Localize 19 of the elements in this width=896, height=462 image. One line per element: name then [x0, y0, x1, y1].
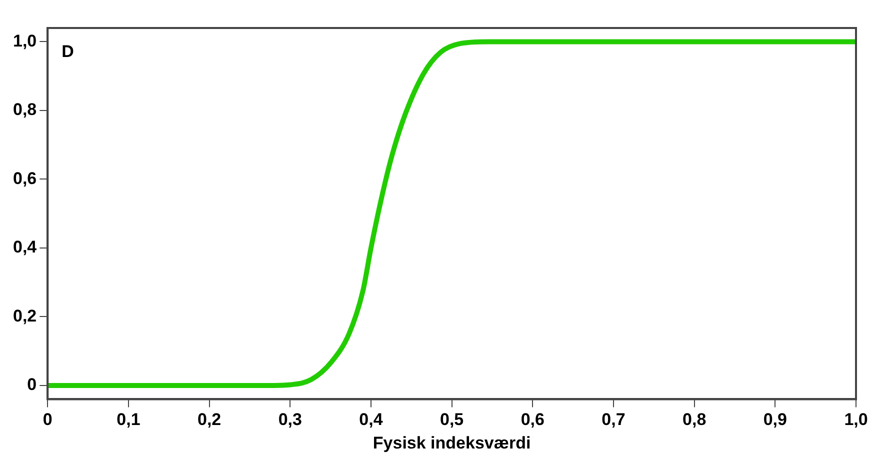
y-tick-label: 0,4 — [12, 238, 38, 257]
y-tick-label: 1,0 — [12, 31, 37, 50]
x-tick-label: 0,1 — [116, 410, 140, 430]
x-axis-title: Fysisk indeksværdi — [372, 433, 531, 452]
y-tick-label: 0,2 — [12, 306, 37, 326]
x-tick-label: 0,5 — [440, 410, 464, 430]
y-tick-label: 0,6 — [12, 168, 37, 188]
x-tick-label: 0,3 — [278, 410, 302, 430]
x-tick-label: 1,0 — [844, 410, 868, 430]
x-tick-label: 0 — [42, 410, 52, 430]
x-tick-label: 0,2 — [197, 410, 222, 430]
x-tick-label: 0,9 — [763, 410, 787, 430]
x-tick-label: 0,6 — [520, 410, 544, 430]
x-tick-label: 0,8 — [682, 410, 706, 430]
y-tick-label: 0,8 — [12, 100, 37, 120]
annotation: D — [62, 42, 74, 62]
x-tick-label: 0,4 — [359, 410, 384, 430]
y-tick-label: 0 — [27, 375, 37, 394]
x-tick-label: 0,7 — [602, 410, 626, 430]
